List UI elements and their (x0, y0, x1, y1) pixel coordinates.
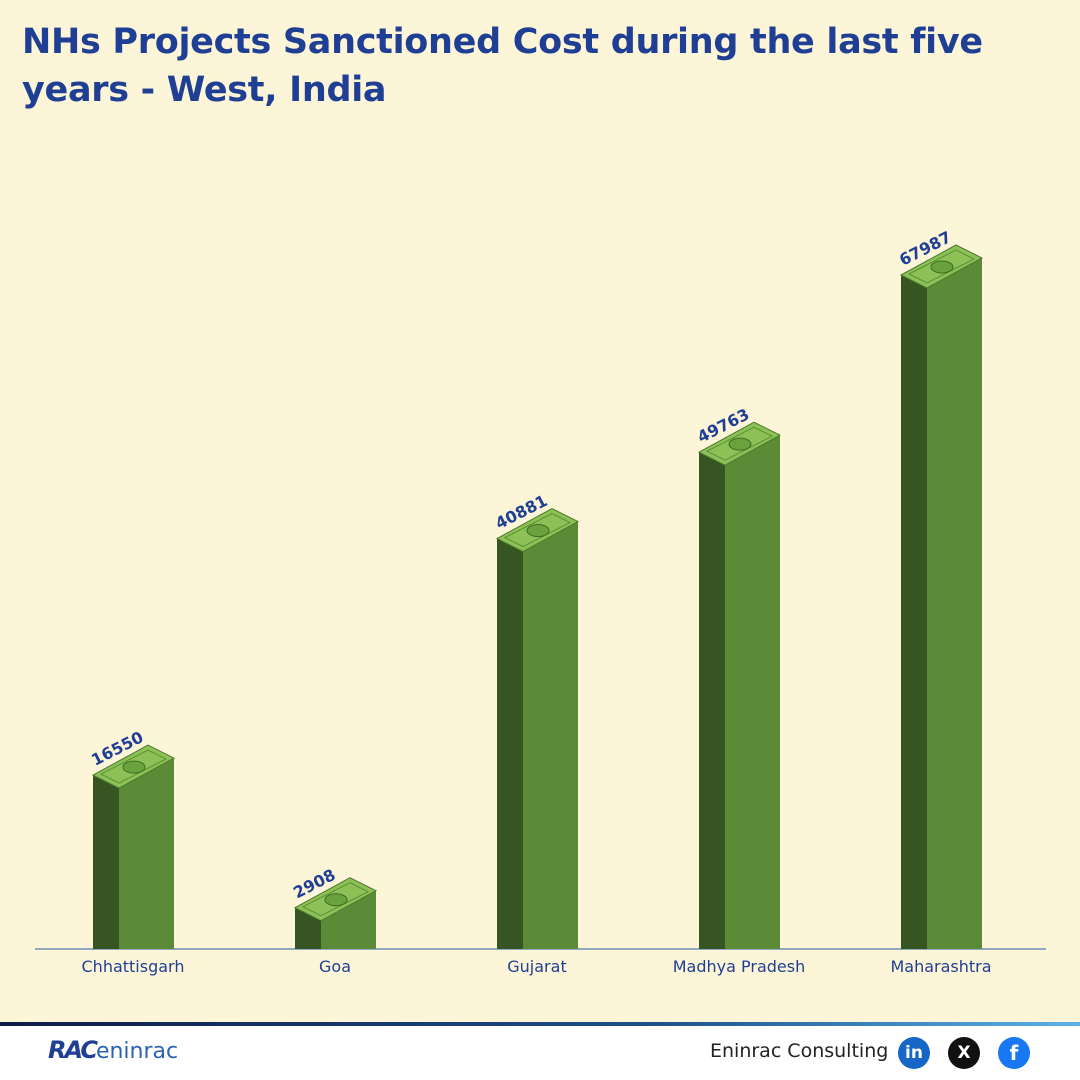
bar-side (93, 775, 119, 949)
logo-mark: RAC (48, 1036, 98, 1064)
bar-group: 67987 (896, 227, 984, 949)
footer: RACeninrac Eninrac Consulting in X f (0, 1022, 1080, 1080)
bar (119, 758, 174, 949)
bar-side (901, 275, 927, 949)
bill-seal (728, 437, 752, 451)
x-tick-label: Maharashtra (890, 957, 991, 976)
footer-bar (0, 1022, 1080, 1026)
bar (725, 435, 780, 949)
logo-text: eninrac (95, 1039, 179, 1064)
bar-side (497, 538, 523, 949)
bar-group: 40881 (492, 491, 580, 949)
bill-seal (324, 893, 348, 907)
chart: Chhattisgarh 16550 Goa 2908 Gujarat 40881 Madh… (35, 227, 1046, 976)
x-icon[interactable]: X (948, 1037, 980, 1069)
x-tick-label: Chhattisgarh (82, 957, 185, 976)
bill-border (705, 426, 774, 461)
x-tick-label: Gujarat (507, 957, 566, 976)
linkedin-icon[interactable]: in (898, 1037, 930, 1069)
bar-side (295, 907, 321, 949)
bar (321, 890, 376, 949)
bar (927, 258, 982, 949)
bill-seal (930, 260, 954, 274)
bill-border (503, 512, 572, 548)
bill-seal (122, 760, 146, 774)
logo: RACeninrac (48, 1036, 178, 1064)
facebook-icon[interactable]: f (998, 1037, 1030, 1069)
bar-group: 16550 (88, 727, 176, 949)
brand: Eninrac Consulting (710, 1040, 889, 1062)
bar-group: 2908 (290, 865, 378, 949)
x-tick-label: Madhya Pradesh (673, 957, 806, 976)
bill-border (907, 249, 976, 284)
bill-border (99, 749, 168, 784)
chart-title: NHs Projects Sanctioned Cost during the … (22, 22, 983, 110)
x-tick-label: Goa (319, 957, 351, 976)
bill-seal (526, 524, 550, 538)
bill-border (301, 882, 370, 917)
bar (523, 521, 578, 949)
bar-side (699, 452, 725, 949)
bar-group: 49763 (694, 405, 782, 949)
